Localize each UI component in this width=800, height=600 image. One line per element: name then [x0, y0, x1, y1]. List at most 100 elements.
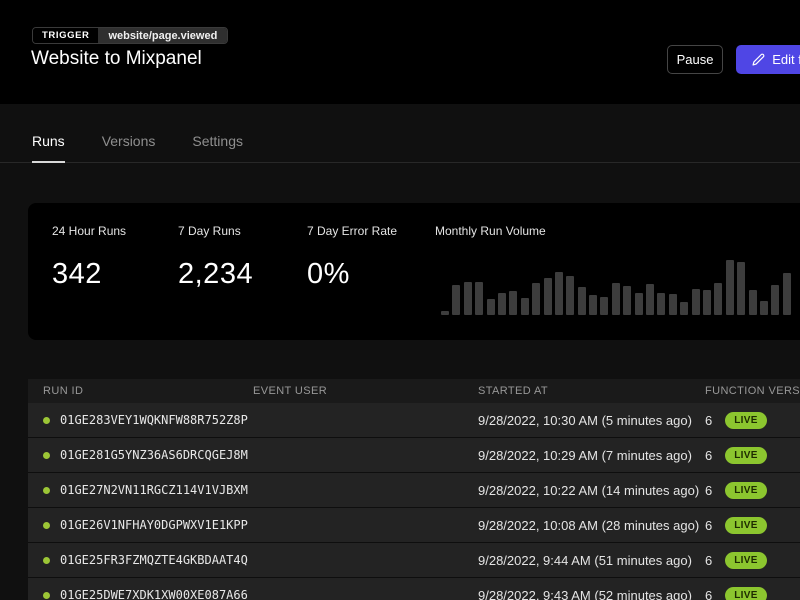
volume-bar — [452, 285, 461, 315]
stat-label: 7 Day Runs — [178, 224, 241, 238]
run-id: 01GE281G5YNZ36AS6DRCQGEJ8M — [60, 448, 248, 462]
run-id: 01GE27N2VN11RGCZ114V1VJBXM — [60, 483, 248, 497]
stats-card: 24 Hour Runs 342 7 Day Runs 2,234 7 Day … — [28, 203, 800, 340]
table-row[interactable]: 01GE283VEY1WQKNFW88R752Z8P 9/28/2022, 10:… — [28, 403, 800, 438]
volume-bar — [759, 301, 768, 315]
live-status-badge: LIVE — [725, 551, 767, 569]
tab-runs[interactable]: Runs — [32, 133, 65, 163]
chart-title: Monthly Run Volume — [435, 224, 546, 238]
page-header: TRIGGER website/page.viewed Website to M… — [0, 0, 800, 104]
function-version-cell: 6 LIVE — [705, 551, 800, 569]
volume-bar — [486, 299, 495, 315]
volume-bar — [623, 286, 632, 315]
trigger-label: TRIGGER — [33, 28, 99, 43]
started-at: 9/28/2022, 10:22 AM (14 minutes ago) — [478, 482, 700, 498]
status-dot-icon — [43, 556, 50, 564]
trigger-badge: TRIGGER website/page.viewed — [32, 27, 229, 44]
stat-value: 0% — [307, 258, 350, 290]
edit-function-button[interactable]: Edit function — [736, 45, 800, 74]
stat-value: 2,234 — [178, 258, 254, 290]
table-row[interactable]: 01GE26V1NFHAY0DGPWXV1E1KPP 9/28/2022, 10:… — [28, 508, 800, 543]
live-status-badge: LIVE — [725, 481, 767, 499]
status-dot-icon — [43, 416, 50, 424]
status-dot-icon — [43, 521, 50, 529]
function-version-cell: 6 LIVE — [705, 516, 800, 534]
status-dot-icon — [43, 451, 50, 459]
volume-bar — [714, 283, 723, 315]
runs-table: RUN ID EVENT USER STARTED AT FUNCTION VE… — [28, 379, 800, 600]
column-header-started-at: STARTED AT — [478, 385, 549, 397]
volume-bar — [520, 298, 529, 315]
pencil-icon — [752, 53, 765, 66]
started-at: 9/28/2022, 10:29 AM (7 minutes ago) — [478, 447, 692, 463]
volume-bar — [737, 262, 746, 315]
edit-function-label: Edit function — [772, 52, 800, 67]
live-status-badge: LIVE — [725, 446, 767, 464]
volume-bar — [680, 302, 689, 315]
volume-bar — [771, 285, 780, 315]
volume-bar — [509, 291, 518, 315]
table-row[interactable]: 01GE27N2VN11RGCZ114V1VJBXM 9/28/2022, 10:… — [28, 473, 800, 508]
run-id: 01GE25FR3FZMQZTE4GKBDAAT4Q — [60, 553, 248, 567]
live-status-badge: LIVE — [725, 516, 767, 534]
runs-table-header: RUN ID EVENT USER STARTED AT FUNCTION VE… — [28, 379, 800, 403]
run-id-cell: 01GE25DWE7XDK1XW00XE087A66 — [28, 588, 253, 600]
volume-bar — [782, 273, 791, 315]
volume-bar — [702, 290, 711, 315]
volume-bar — [600, 297, 609, 315]
trigger-event-name: website/page.viewed — [98, 28, 228, 43]
volume-bar — [611, 283, 620, 315]
table-row[interactable]: 01GE25DWE7XDK1XW00XE087A66 9/28/2022, 9:4… — [28, 578, 800, 600]
started-at: 9/28/2022, 9:44 AM (51 minutes ago) — [478, 552, 692, 568]
volume-bar — [634, 293, 643, 315]
run-id: 01GE26V1NFHAY0DGPWXV1E1KPP — [60, 518, 248, 532]
version-number: 6 — [705, 447, 713, 463]
table-row[interactable]: 01GE25FR3FZMQZTE4GKBDAAT4Q 9/28/2022, 9:4… — [28, 543, 800, 578]
runs-table-body: 01GE283VEY1WQKNFW88R752Z8P 9/28/2022, 10:… — [28, 403, 800, 600]
column-header-function-version: FUNCTION VERSION — [705, 385, 800, 397]
started-at: 9/28/2022, 10:08 AM (28 minutes ago) — [478, 517, 700, 533]
status-dot-icon — [43, 591, 50, 599]
started-at: 9/28/2022, 10:30 AM (5 minutes ago) — [478, 412, 692, 428]
run-id-cell: 01GE281G5YNZ36AS6DRCQGEJ8M — [28, 448, 253, 462]
version-number: 6 — [705, 587, 713, 600]
live-status-badge: LIVE — [725, 411, 767, 429]
volume-bar — [475, 282, 484, 315]
started-at-cell: 9/28/2022, 9:43 AM (52 minutes ago) — [478, 588, 705, 600]
volume-bar — [543, 278, 552, 315]
started-at: 9/28/2022, 9:43 AM (52 minutes ago) — [478, 587, 692, 600]
run-id-cell: 01GE25FR3FZMQZTE4GKBDAAT4Q — [28, 553, 253, 567]
tab-bar: Runs Versions Settings — [0, 104, 800, 163]
function-version-cell: 6 LIVE — [705, 411, 800, 429]
tab-settings[interactable]: Settings — [192, 133, 243, 149]
volume-bar — [668, 294, 677, 315]
tab-versions[interactable]: Versions — [101, 133, 156, 149]
volume-bar — [577, 287, 586, 315]
volume-bar — [441, 311, 449, 315]
volume-bar — [748, 290, 757, 315]
volume-bar — [691, 289, 700, 315]
table-row[interactable]: 01GE281G5YNZ36AS6DRCQGEJ8M 9/28/2022, 10:… — [28, 438, 800, 473]
page-title: Website to Mixpanel — [31, 48, 202, 69]
column-header-run-id: RUN ID — [43, 385, 84, 397]
volume-bar — [657, 293, 666, 315]
function-version-cell: 6 LIVE — [705, 446, 800, 464]
started-at-cell: 9/28/2022, 10:30 AM (5 minutes ago) — [478, 413, 705, 428]
stat-label: 24 Hour Runs — [52, 224, 127, 238]
volume-bar — [463, 282, 472, 315]
stat-value: 342 — [52, 258, 102, 290]
started-at-cell: 9/28/2022, 9:44 AM (51 minutes ago) — [478, 553, 705, 568]
run-id-cell: 01GE283VEY1WQKNFW88R752Z8P — [28, 413, 253, 427]
volume-bar — [532, 283, 541, 315]
version-number: 6 — [705, 412, 713, 428]
volume-bar — [554, 272, 563, 315]
pause-button[interactable]: Pause — [667, 45, 723, 74]
status-dot-icon — [43, 486, 50, 494]
started-at-cell: 9/28/2022, 10:22 AM (14 minutes ago) — [478, 483, 705, 498]
run-id: 01GE25DWE7XDK1XW00XE087A66 — [60, 588, 248, 600]
volume-bar — [725, 260, 734, 315]
run-id-cell: 01GE26V1NFHAY0DGPWXV1E1KPP — [28, 518, 253, 532]
volume-bar — [566, 276, 575, 315]
monthly-run-volume-chart: Monthly Run Volume — [435, 203, 800, 340]
